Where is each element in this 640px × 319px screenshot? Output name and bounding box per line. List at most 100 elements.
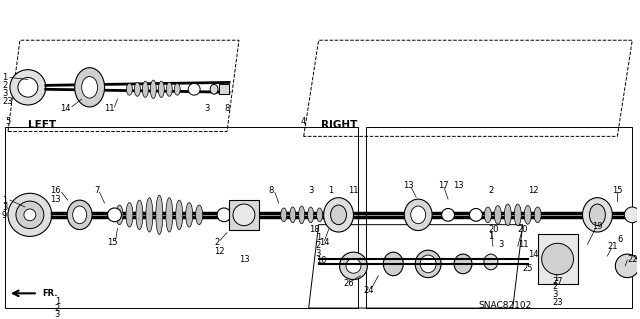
Ellipse shape [158, 81, 164, 97]
Text: 8: 8 [269, 186, 274, 195]
Ellipse shape [524, 205, 531, 224]
Ellipse shape [484, 207, 492, 223]
Ellipse shape [174, 83, 180, 95]
Text: 3: 3 [308, 186, 314, 195]
Text: 22: 22 [627, 255, 638, 263]
Text: SNAC82102: SNAC82102 [478, 300, 531, 310]
Text: 27: 27 [552, 277, 563, 286]
Text: 2: 2 [2, 81, 7, 90]
Circle shape [624, 207, 640, 223]
Text: 26: 26 [344, 279, 354, 288]
Text: 5: 5 [5, 117, 10, 126]
Text: 4: 4 [301, 117, 306, 126]
Ellipse shape [582, 198, 612, 232]
Ellipse shape [346, 258, 361, 273]
Ellipse shape [134, 82, 140, 96]
Ellipse shape [470, 209, 483, 221]
Ellipse shape [494, 205, 501, 224]
Text: 3: 3 [2, 89, 8, 98]
Ellipse shape [504, 204, 511, 226]
Text: 16: 16 [50, 186, 60, 195]
Ellipse shape [82, 77, 97, 98]
Ellipse shape [136, 200, 143, 230]
Text: 1: 1 [316, 233, 321, 242]
Text: 23: 23 [2, 97, 13, 106]
Text: 13: 13 [453, 181, 463, 190]
Ellipse shape [420, 255, 436, 273]
Circle shape [541, 243, 573, 275]
Ellipse shape [196, 205, 203, 225]
Circle shape [615, 254, 639, 278]
Bar [219, 84, 229, 94]
Circle shape [18, 78, 38, 97]
Bar [229, 200, 259, 230]
Text: FR.: FR. [42, 289, 58, 298]
Text: 2: 2 [55, 304, 60, 313]
Text: 2: 2 [488, 186, 493, 195]
Ellipse shape [166, 198, 173, 232]
Text: 2: 2 [214, 238, 220, 247]
Circle shape [24, 209, 36, 221]
Text: 13: 13 [403, 181, 414, 190]
Text: 18: 18 [308, 225, 319, 234]
Text: 3: 3 [55, 310, 60, 319]
Ellipse shape [415, 250, 441, 278]
Text: 15: 15 [108, 238, 118, 247]
Text: 2: 2 [316, 241, 321, 250]
Ellipse shape [299, 206, 305, 224]
Text: 3: 3 [204, 104, 209, 113]
Text: 6: 6 [618, 235, 623, 244]
Ellipse shape [534, 207, 541, 223]
Text: 3: 3 [316, 249, 321, 258]
Ellipse shape [116, 205, 123, 225]
Ellipse shape [290, 207, 296, 223]
Text: 1: 1 [2, 196, 7, 204]
Ellipse shape [515, 204, 521, 226]
Text: LEFT: LEFT [28, 120, 56, 130]
Text: 11: 11 [104, 104, 115, 113]
Ellipse shape [108, 208, 122, 222]
Ellipse shape [75, 68, 104, 107]
Ellipse shape [188, 83, 200, 95]
Ellipse shape [442, 209, 454, 221]
Ellipse shape [217, 208, 231, 222]
Text: 11: 11 [518, 240, 528, 249]
Ellipse shape [317, 208, 323, 222]
Text: 8: 8 [224, 104, 229, 113]
Text: 20: 20 [518, 225, 528, 234]
Ellipse shape [411, 206, 426, 224]
Text: 15: 15 [612, 186, 623, 195]
Text: 1: 1 [552, 274, 558, 283]
Ellipse shape [308, 207, 314, 223]
Ellipse shape [166, 82, 172, 96]
Text: 2: 2 [552, 282, 558, 291]
Text: RIGHT: RIGHT [321, 120, 357, 130]
Text: 23: 23 [552, 298, 563, 307]
Ellipse shape [73, 206, 86, 224]
Text: 1: 1 [55, 297, 60, 306]
Text: 19: 19 [593, 222, 603, 231]
Ellipse shape [176, 200, 182, 230]
Circle shape [16, 201, 44, 229]
Ellipse shape [186, 203, 193, 227]
Text: 1: 1 [488, 232, 493, 241]
Text: 21: 21 [607, 242, 618, 251]
Ellipse shape [484, 254, 498, 270]
Ellipse shape [281, 208, 287, 222]
Ellipse shape [404, 199, 432, 231]
Ellipse shape [67, 200, 92, 230]
Circle shape [10, 70, 46, 105]
Text: 11: 11 [349, 186, 359, 195]
Text: 13: 13 [239, 255, 250, 263]
Ellipse shape [127, 83, 132, 95]
Text: 7: 7 [95, 186, 100, 195]
Text: 24: 24 [364, 286, 374, 295]
Ellipse shape [383, 252, 403, 276]
Text: 3: 3 [2, 204, 8, 212]
Ellipse shape [210, 84, 218, 94]
Text: 14: 14 [319, 238, 329, 247]
Ellipse shape [142, 81, 148, 97]
Text: 9: 9 [2, 211, 7, 220]
Text: 17: 17 [438, 181, 449, 190]
Ellipse shape [331, 205, 346, 225]
